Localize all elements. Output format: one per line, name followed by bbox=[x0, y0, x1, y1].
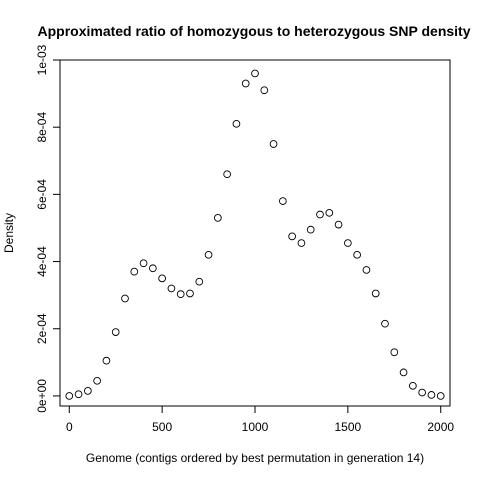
data-point bbox=[214, 214, 222, 222]
x-axis: 0 500 1000 1500 2000 bbox=[66, 405, 454, 434]
data-point bbox=[158, 274, 166, 283]
data-point bbox=[381, 319, 389, 328]
y-tick-label: 0e+00 bbox=[35, 379, 49, 413]
data-point bbox=[297, 239, 306, 247]
data-point bbox=[121, 294, 129, 303]
data-point bbox=[65, 392, 74, 400]
data-point bbox=[390, 348, 399, 357]
data-point bbox=[279, 197, 287, 205]
data-point bbox=[223, 170, 231, 179]
data-point bbox=[167, 284, 176, 293]
x-tick-label: 0 bbox=[66, 420, 73, 434]
data-point bbox=[399, 368, 408, 377]
data-point bbox=[353, 250, 361, 259]
x-axis-label: Genome (contigs ordered by best permutat… bbox=[86, 451, 424, 465]
data-point bbox=[325, 208, 334, 217]
y-axis: 0e+00 2e-04 4e-04 6e-04 8e-04 1e-03 bbox=[35, 44, 61, 413]
data-point bbox=[436, 392, 445, 400]
chart-title: Approximated ratio of homozygous to hete… bbox=[37, 23, 470, 39]
data-point bbox=[371, 289, 380, 298]
data-point bbox=[288, 232, 296, 241]
data-point bbox=[186, 289, 194, 298]
data-point bbox=[362, 266, 371, 274]
data-point bbox=[204, 250, 213, 259]
data-points bbox=[65, 69, 445, 400]
y-tick-label: 8e-04 bbox=[35, 112, 49, 143]
data-point bbox=[418, 388, 426, 397]
data-point bbox=[306, 225, 315, 234]
y-tick-label: 2e-04 bbox=[35, 313, 49, 344]
data-point bbox=[176, 290, 185, 298]
data-point bbox=[251, 69, 259, 78]
data-point bbox=[269, 140, 278, 148]
data-point bbox=[74, 390, 83, 399]
x-tick-label: 1000 bbox=[242, 420, 269, 434]
data-point bbox=[316, 210, 324, 219]
data-point bbox=[111, 328, 120, 336]
data-point bbox=[344, 239, 352, 247]
data-point bbox=[195, 277, 204, 286]
data-point bbox=[84, 387, 92, 395]
data-point bbox=[102, 356, 111, 365]
data-point bbox=[93, 376, 101, 385]
data-point bbox=[139, 259, 148, 268]
data-point bbox=[149, 264, 157, 273]
y-tick-label: 4e-04 bbox=[35, 246, 49, 277]
data-point bbox=[130, 267, 139, 276]
y-tick-label: 6e-04 bbox=[35, 179, 49, 210]
data-point bbox=[241, 79, 250, 88]
x-tick-label: 500 bbox=[152, 420, 172, 434]
x-tick-label: 2000 bbox=[427, 420, 454, 434]
data-point bbox=[427, 391, 436, 399]
data-point bbox=[260, 86, 269, 95]
y-tick-label: 1e-03 bbox=[35, 44, 49, 75]
y-axis-label: Density bbox=[2, 213, 16, 253]
data-point bbox=[334, 220, 343, 229]
data-point bbox=[409, 381, 417, 390]
x-tick-label: 1500 bbox=[335, 420, 362, 434]
data-point bbox=[232, 119, 241, 128]
